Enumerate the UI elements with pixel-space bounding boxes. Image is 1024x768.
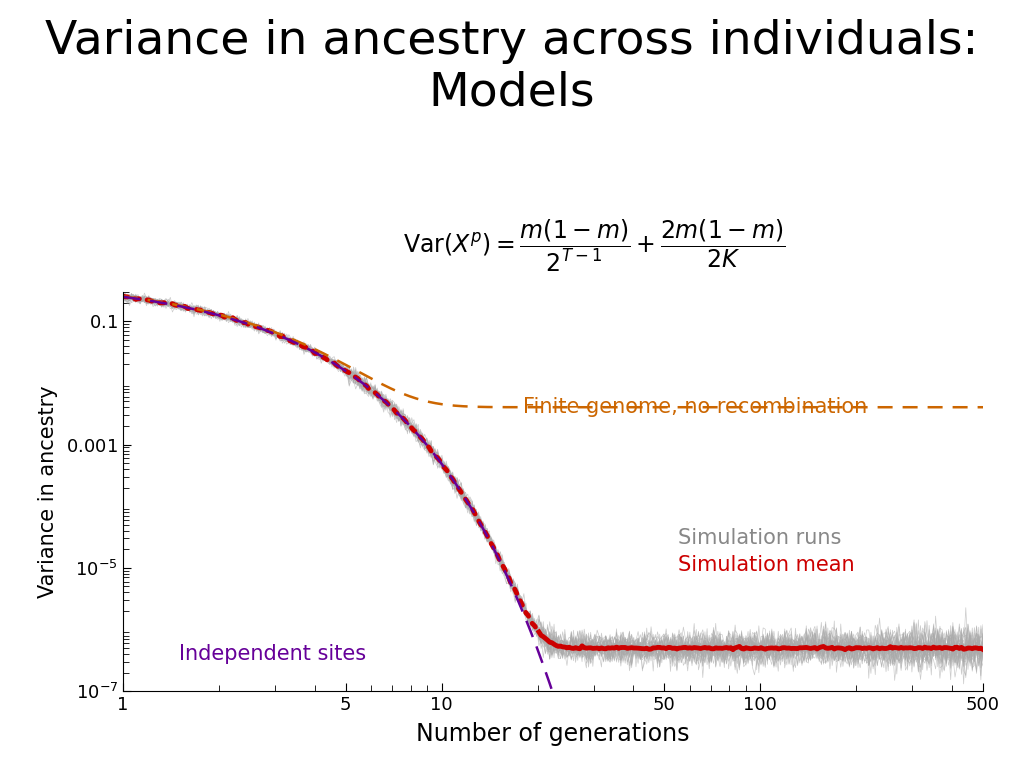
- Text: Finite genome, no recombination: Finite genome, no recombination: [523, 398, 867, 418]
- Y-axis label: Variance in ancestry: Variance in ancestry: [38, 386, 58, 598]
- Text: Independent sites: Independent sites: [179, 644, 367, 664]
- X-axis label: Number of generations: Number of generations: [416, 723, 690, 746]
- Text: $\mathrm{Var}(X^p) = \dfrac{m(1-m)}{2^{T-1}} + \dfrac{2m(1-m)}{2K}$: $\mathrm{Var}(X^p) = \dfrac{m(1-m)}{2^{T…: [402, 217, 785, 274]
- Text: Models: Models: [429, 71, 595, 116]
- Text: Variance in ancestry across individuals:: Variance in ancestry across individuals:: [45, 19, 979, 65]
- Text: Simulation runs: Simulation runs: [678, 528, 841, 548]
- Text: Simulation mean: Simulation mean: [678, 555, 854, 575]
